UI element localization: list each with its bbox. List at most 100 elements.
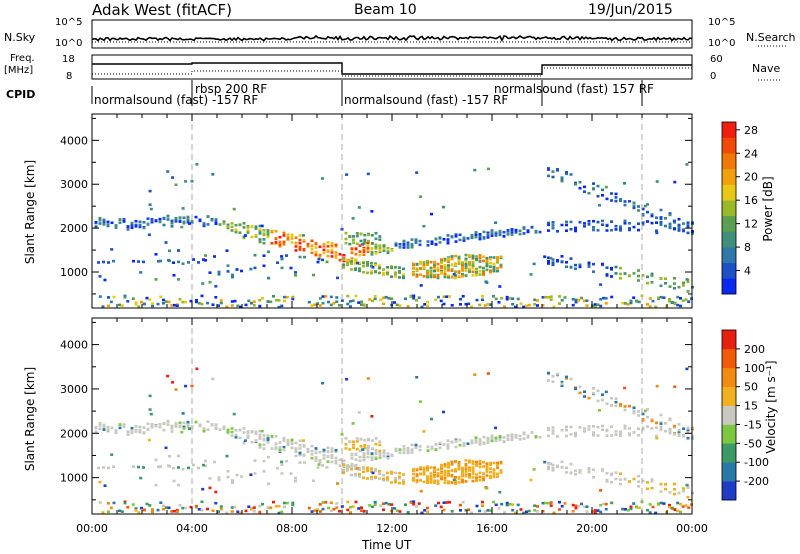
- velocity-colorbar-cell: [722, 348, 736, 369]
- velocity-pixel: [272, 500, 275, 504]
- velocity-pixel: [282, 445, 286, 449]
- velocity-pixel: [253, 459, 257, 462]
- velocity-pixel: [473, 373, 477, 376]
- power-pixel: [565, 229, 568, 232]
- velocity-pixel: [686, 436, 690, 440]
- velocity-pixel: [214, 501, 218, 505]
- power-pixel: [668, 300, 671, 303]
- velocity-pixel: [162, 504, 165, 508]
- velocity-pixel: [406, 449, 410, 452]
- velocity-pixel: [351, 505, 355, 508]
- velocity-pixel: [362, 467, 365, 470]
- velocity-pixel: [583, 430, 586, 433]
- velocity-pixel: [386, 457, 390, 460]
- velocity-pixel: [440, 467, 443, 470]
- power-pixel: [492, 294, 495, 298]
- power-pixel: [170, 225, 174, 228]
- power-colorbar-cell: [722, 231, 736, 248]
- velocity-pixel: [325, 466, 329, 469]
- velocity-pixel: [154, 458, 158, 462]
- velocity-pixel: [461, 500, 465, 504]
- power-pixel: [350, 251, 354, 255]
- velocity-pixel: [679, 510, 682, 514]
- velocity-pixel: [447, 480, 450, 483]
- velocity-colorbar-label: Velocity [m s⁻¹]: [764, 360, 778, 454]
- velocity-pixel: [587, 425, 591, 428]
- velocity-pixel: [457, 461, 461, 464]
- power-pixel: [282, 240, 286, 244]
- velocity-pixel: [475, 473, 478, 476]
- power-pixel: [373, 295, 377, 298]
- power-pixel: [447, 269, 450, 272]
- velocity-pixel: [358, 472, 361, 476]
- power-pixel: [374, 263, 377, 267]
- velocity-pixel: [412, 479, 415, 482]
- velocity-pixel: [318, 510, 322, 513]
- power-pixel: [614, 265, 618, 269]
- power-pixel: [433, 263, 436, 267]
- power-pixel: [485, 264, 489, 268]
- power-pixel: [614, 192, 618, 196]
- power-pixel: [619, 277, 622, 280]
- velocity-pixel: [102, 423, 106, 427]
- power-pixel: [514, 231, 518, 234]
- power-pixel: [668, 285, 672, 288]
- velocity-pixel: [346, 466, 349, 470]
- velocity-pixel: [646, 481, 649, 484]
- velocity-pixel: [406, 446, 410, 450]
- velocity-pixel: [668, 491, 672, 494]
- power-pixel: [418, 243, 422, 247]
- velocity-colorbar-cell: [722, 386, 736, 406]
- power-pixel: [324, 295, 328, 298]
- velocity-pixel: [225, 511, 229, 515]
- velocity-pixel: [286, 439, 290, 443]
- velocity-pixel: [457, 475, 461, 479]
- velocity-pixel: [382, 508, 385, 512]
- velocity-pixel: [282, 439, 286, 443]
- velocity-pixel: [378, 443, 382, 447]
- velocity-pixel: [184, 384, 188, 388]
- velocity-pixel: [583, 427, 586, 430]
- power-pixel: [471, 274, 475, 277]
- power-pixel: [244, 303, 248, 307]
- power-pixel: [378, 246, 382, 250]
- velocity-pixel: [338, 509, 341, 513]
- velocity-pixel: [682, 427, 685, 430]
- power-pixel: [610, 199, 613, 202]
- velocity-pixel: [286, 441, 290, 445]
- velocity-pixel: [422, 480, 426, 484]
- velocity-pixel: [551, 469, 555, 472]
- velocity-pixel: [346, 469, 349, 472]
- velocity-pixel: [632, 406, 636, 409]
- power-pixel: [262, 229, 266, 232]
- velocity-pixel: [470, 441, 474, 445]
- velocity-pixel: [142, 431, 146, 435]
- velocity-pixel: [604, 390, 608, 394]
- velocity-pixel: [190, 426, 194, 429]
- power-pixel: [346, 259, 349, 262]
- velocity-pixel: [585, 510, 589, 513]
- power-pixel: [519, 302, 523, 305]
- velocity-pixel: [175, 510, 179, 513]
- velocity-pixel: [565, 377, 568, 380]
- velocity-pixel: [370, 476, 373, 479]
- velocity-pixel: [574, 506, 578, 510]
- power-pixel: [464, 262, 468, 265]
- velocity-colorbar-label: -200: [744, 475, 769, 488]
- power-pixel: [646, 210, 649, 214]
- power-colorbar-cell: [722, 184, 736, 201]
- power-pixel: [270, 229, 274, 233]
- power-pixel: [560, 260, 564, 264]
- velocity-pixel: [184, 506, 187, 510]
- power-pixel: [166, 170, 170, 173]
- velocity-pixel: [650, 486, 654, 490]
- power-pixel: [266, 229, 270, 232]
- velocity-pixel: [260, 429, 264, 433]
- velocity-pixel: [468, 476, 471, 479]
- power-pixel: [470, 234, 474, 237]
- power-pixel: [551, 224, 555, 227]
- power-pixel: [226, 225, 230, 228]
- power-pixel: [402, 246, 406, 249]
- velocity-pixel: [419, 400, 423, 403]
- velocity-pixel: [448, 501, 451, 504]
